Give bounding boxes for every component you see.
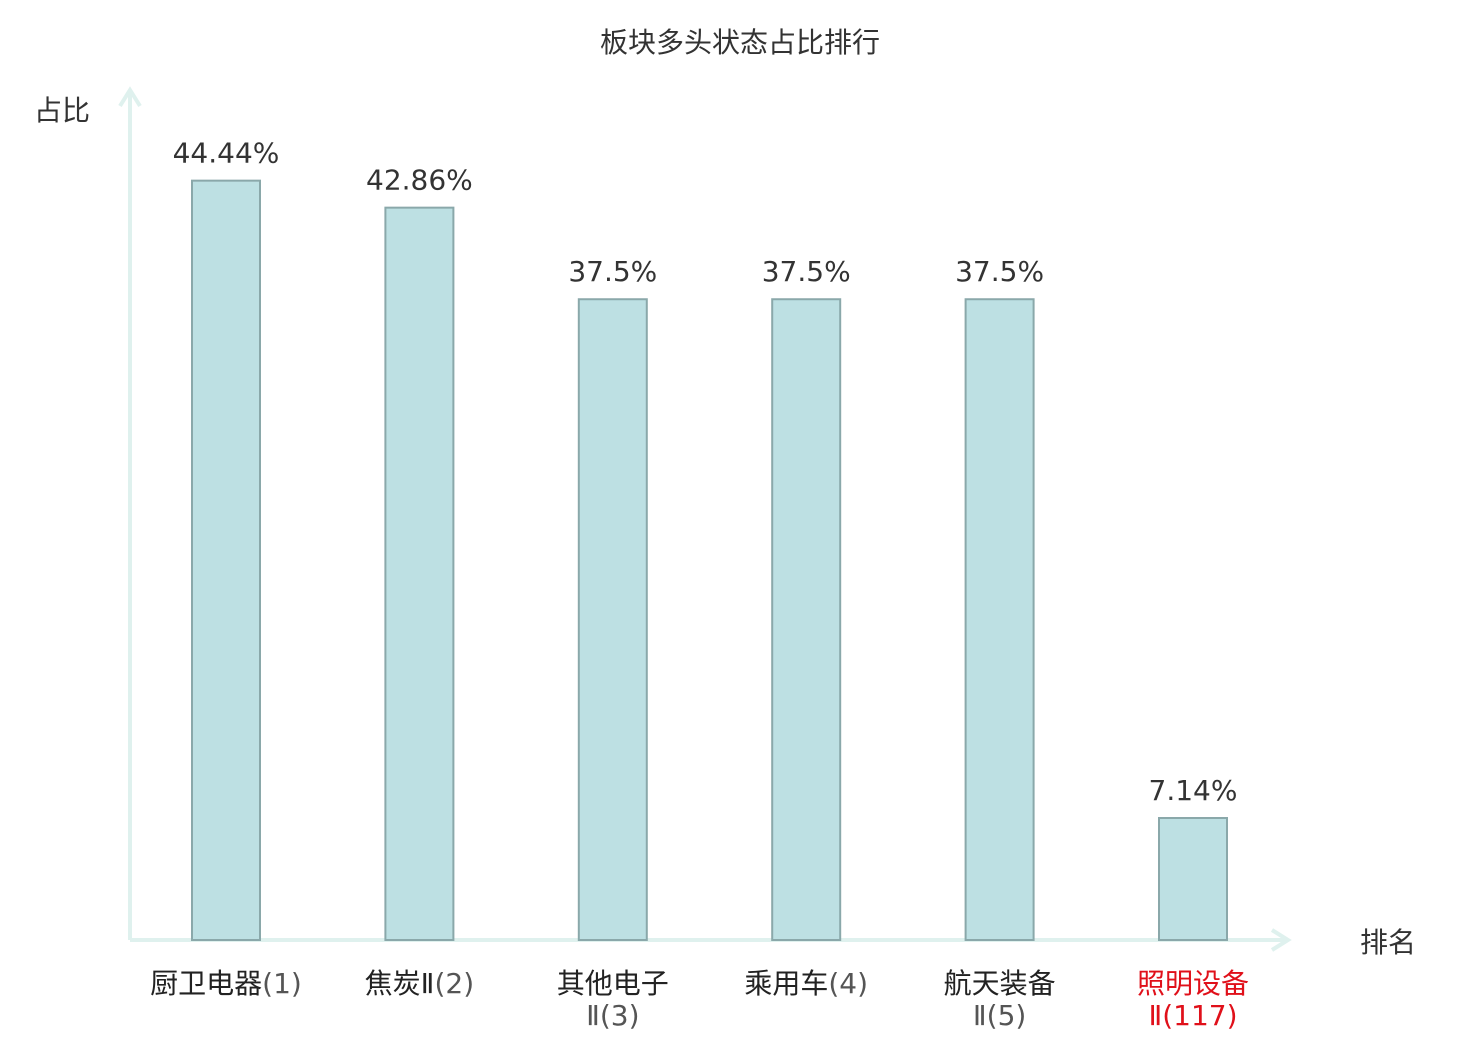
category-label-name: 乘用车	[744, 967, 828, 1000]
value-label-5: 37.5%	[955, 255, 1044, 288]
bar-5	[964, 298, 1035, 941]
bar-4	[771, 298, 842, 941]
category-label-suffix: Ⅱ(117)	[1148, 999, 1237, 1032]
category-label-suffix: Ⅱ(3)	[586, 999, 639, 1032]
category-label-name: 照明设备	[1137, 967, 1249, 1000]
value-label-3: 37.5%	[568, 255, 657, 288]
category-label-1: 厨卫电器(1)	[150, 967, 302, 1000]
category-label-name: 航天装备	[944, 967, 1056, 1000]
category-label-3: 其他电子 Ⅱ(3)	[557, 967, 669, 1032]
value-label-4: 37.5%	[762, 255, 851, 288]
category-label-suffix: (1)	[262, 967, 302, 1000]
chart-title: 板块多头状态占比排行	[600, 26, 880, 59]
category-label-5: 航天装备 Ⅱ(5)	[944, 967, 1056, 1032]
value-label-6: 7.14%	[1149, 774, 1238, 807]
category-label-suffix: (2)	[434, 967, 474, 1000]
y-axis-label: 占比	[34, 94, 90, 127]
bar-1	[191, 179, 261, 941]
bar-6	[1158, 816, 1228, 942]
bars	[191, 179, 1228, 942]
category-label-suffix: Ⅱ(5)	[973, 999, 1026, 1032]
value-labels: 44.44% 42.86% 37.5% 37.5% 37.5% 7.14%	[173, 137, 1238, 807]
value-label-1: 44.44%	[173, 137, 280, 170]
category-label-6: 照明设备 Ⅱ(117)	[1137, 967, 1249, 1032]
category-label-name: 厨卫电器	[150, 967, 262, 1000]
category-label-suffix: (4)	[828, 967, 868, 1000]
axes	[118, 86, 1292, 952]
category-label-2: 焦炭Ⅱ(2)	[365, 967, 474, 1000]
y-axis-arrow	[118, 86, 142, 108]
category-label-name: 焦炭Ⅱ	[365, 967, 435, 1000]
category-labels: 厨卫电器(1) 焦炭Ⅱ(2) 其他电子 Ⅱ(3)乘用车(4) 航天装备 Ⅱ(5)照明设备 Ⅱ…	[150, 967, 1249, 1032]
bar-2	[384, 206, 455, 941]
value-label-2: 42.86%	[366, 164, 473, 197]
category-label-name: 其他电子	[557, 967, 669, 1000]
bar-3	[577, 298, 648, 941]
x-axis-arrow	[1270, 928, 1292, 952]
x-axis-label: 排名	[1360, 926, 1416, 959]
category-label-4: 乘用车(4)	[744, 967, 868, 1000]
